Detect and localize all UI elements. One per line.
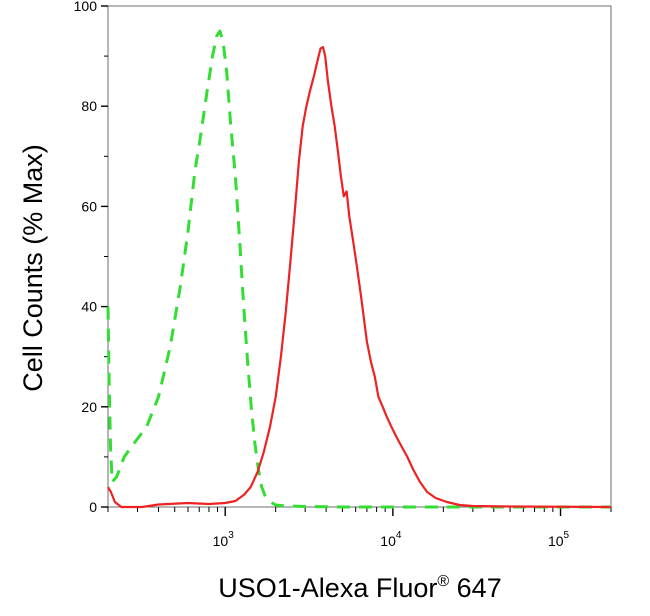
x-axis: 103 104 105: [107, 507, 612, 549]
y-tick-label: 80: [81, 98, 97, 114]
x-tick-base: 10: [213, 533, 229, 549]
y-tick-label: 60: [81, 198, 97, 214]
x-tick-exponent: 5: [564, 530, 570, 541]
x-tick-base: 10: [548, 533, 564, 549]
plot-frame: [107, 5, 612, 508]
plot-lines: [106, 29, 612, 509]
x-tick-label: 104: [380, 530, 402, 549]
x-axis-title: USO1-Alexa Fluor® 647: [218, 573, 501, 603]
y-axis-title: Cell Counts (% Max): [18, 144, 48, 392]
x-tick-label: 103: [213, 530, 235, 549]
x-tick-base: 10: [380, 533, 396, 549]
axis-titles: Cell Counts (% Max) USO1-Alexa Fluor® 64…: [18, 144, 502, 603]
series-line-solid: [107, 46, 612, 509]
x-axis-title-sup: ®: [437, 573, 449, 590]
y-axis: 0 20 40 60 80 100: [74, 0, 108, 515]
plot-border: [107, 5, 612, 508]
x-axis-title-main: USO1-Alexa Fluor: [218, 573, 437, 603]
y-tick-label: 0: [89, 499, 97, 515]
y-tick-label: 40: [81, 299, 97, 315]
y-tick-label: 100: [74, 0, 98, 14]
x-tick-label: 105: [548, 530, 570, 549]
series-line-dashed: [106, 29, 611, 509]
y-tick-label: 20: [81, 399, 97, 415]
x-axis-title-tail: 647: [449, 573, 502, 603]
x-tick-exponent: 3: [228, 530, 234, 541]
x-tick-exponent: 4: [396, 530, 402, 541]
